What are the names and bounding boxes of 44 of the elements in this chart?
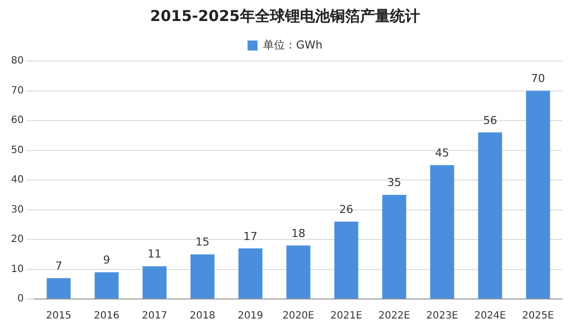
data-label: 9 <box>103 254 110 267</box>
y-tick-label: 30 <box>10 204 24 216</box>
data-label: 70 <box>531 72 546 86</box>
x-tick-label: 2018 <box>190 310 216 322</box>
bar <box>430 165 454 298</box>
bar <box>478 132 502 298</box>
x-tick-label: 2020E <box>282 310 314 322</box>
x-tick-label: 2022E <box>378 310 410 322</box>
data-label: 26 <box>339 203 354 216</box>
y-tick-label: 60 <box>10 115 24 126</box>
bar <box>94 272 119 298</box>
y-tick-label: 0 <box>17 294 24 305</box>
x-tick-label: 2016 <box>94 310 120 322</box>
y-tick-label: 80 <box>10 56 24 67</box>
x-tick-label: 2024E <box>474 310 506 322</box>
bar <box>526 90 550 298</box>
data-label: 35 <box>387 176 402 190</box>
bar <box>142 266 167 298</box>
y-tick-label: 40 <box>10 174 24 186</box>
data-label: 7 <box>55 260 62 273</box>
data-label: 11 <box>148 248 162 261</box>
chart-title: 2015-2025年全球锂电池铜箔产量统计 <box>150 6 420 25</box>
bar <box>286 245 310 298</box>
x-tick-label: 2017 <box>142 310 168 322</box>
bar <box>46 278 71 298</box>
bar <box>334 222 358 298</box>
x-tick-label: 2015 <box>46 310 72 322</box>
y-tick-label: 10 <box>10 264 24 275</box>
data-label: 56 <box>483 114 498 127</box>
data-label: 15 <box>195 236 210 249</box>
data-label: 45 <box>435 146 450 160</box>
bar <box>382 194 406 298</box>
data-label: 17 <box>243 230 258 243</box>
y-tick-label: 70 <box>10 85 24 96</box>
x-tick-label: 2025E <box>522 310 554 322</box>
x-tick-label: 2019 <box>238 310 264 322</box>
bar <box>238 248 262 298</box>
bar <box>190 254 214 298</box>
legend-label: 单位：GWh <box>263 38 322 52</box>
x-tick-label: 2021E <box>330 310 362 322</box>
y-tick-label: 20 <box>10 234 24 246</box>
data-label: 18 <box>291 226 306 240</box>
x-tick-label: 2023E <box>426 310 458 322</box>
y-tick-label: 50 <box>10 144 24 156</box>
